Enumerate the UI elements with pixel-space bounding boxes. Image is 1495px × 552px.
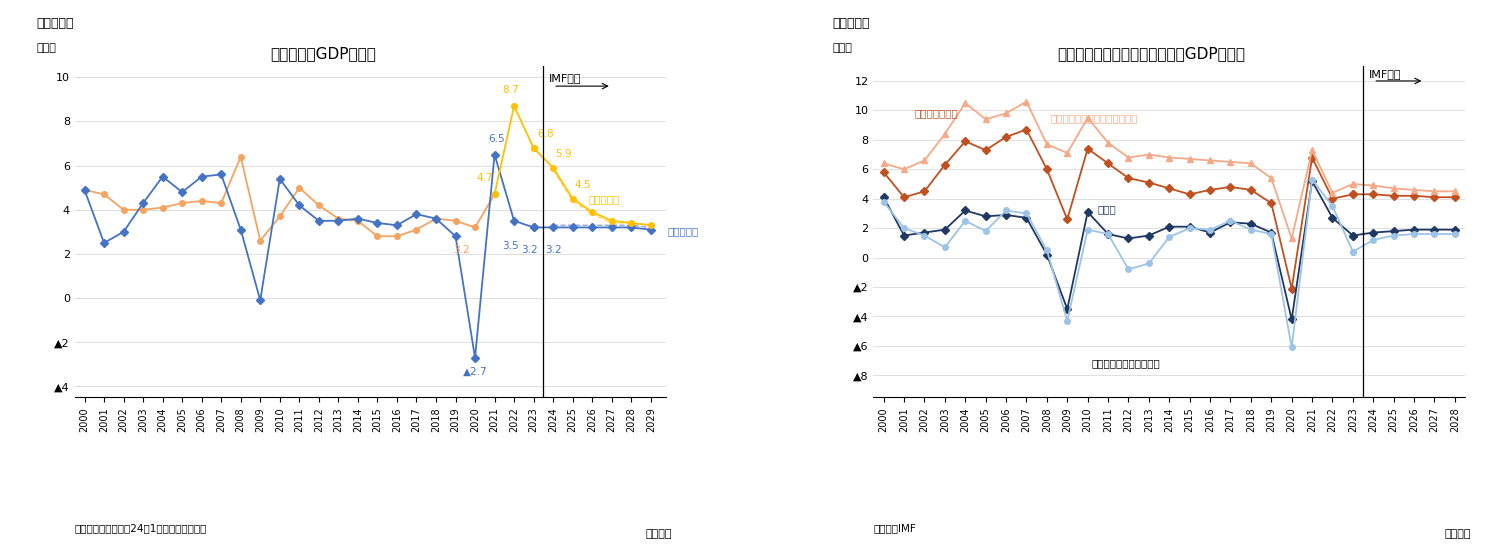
Text: 3.2: 3.2 [522, 245, 538, 255]
Text: 新興国・途上国: 新興国・途上国 [915, 108, 958, 118]
Text: （図表２）: （図表２） [833, 17, 870, 30]
Text: （図表１）: （図表１） [36, 17, 73, 30]
Text: 3.2: 3.2 [453, 245, 469, 255]
Text: 実質成長率: 実質成長率 [667, 226, 698, 236]
Text: 8.7: 8.7 [502, 85, 519, 95]
Text: （％）: （％） [36, 43, 57, 53]
Text: 先進国: 先進国 [1097, 204, 1117, 214]
Text: （年次）: （年次） [646, 529, 673, 539]
Text: 4.5: 4.5 [574, 180, 591, 190]
Text: IMF予測: IMF予測 [549, 73, 582, 83]
Text: 6.8: 6.8 [538, 129, 555, 139]
Text: ▲2.7: ▲2.7 [463, 367, 487, 376]
Text: （％）: （％） [833, 43, 852, 53]
Title: 先進国と新興国・途上国の実質GDP伸び率: 先進国と新興国・途上国の実質GDP伸び率 [1057, 46, 1245, 61]
Text: 4.7: 4.7 [477, 173, 493, 183]
Text: （注）破線は前回（24年1月時点）の見通し: （注）破線は前回（24年1月時点）の見通し [75, 523, 208, 533]
Text: IMF予測: IMF予測 [1369, 70, 1402, 79]
Text: （年次）: （年次） [1444, 529, 1471, 539]
Text: 6.5: 6.5 [489, 134, 505, 144]
Text: （資料）IMF: （資料）IMF [873, 523, 916, 533]
Text: 5.9: 5.9 [555, 149, 571, 159]
Text: 新興国・途上国（うちアジア）: 新興国・途上国（うちアジア） [1051, 113, 1139, 123]
Title: 世界の実質GDP伸び率: 世界の実質GDP伸び率 [271, 46, 377, 61]
Text: インフレ率: インフレ率 [589, 194, 619, 204]
Text: 先進国（うちユーロ圏）: 先進国（うちユーロ圏） [1091, 359, 1160, 369]
Text: 3.2: 3.2 [544, 245, 562, 255]
Text: 3.5: 3.5 [502, 241, 519, 251]
